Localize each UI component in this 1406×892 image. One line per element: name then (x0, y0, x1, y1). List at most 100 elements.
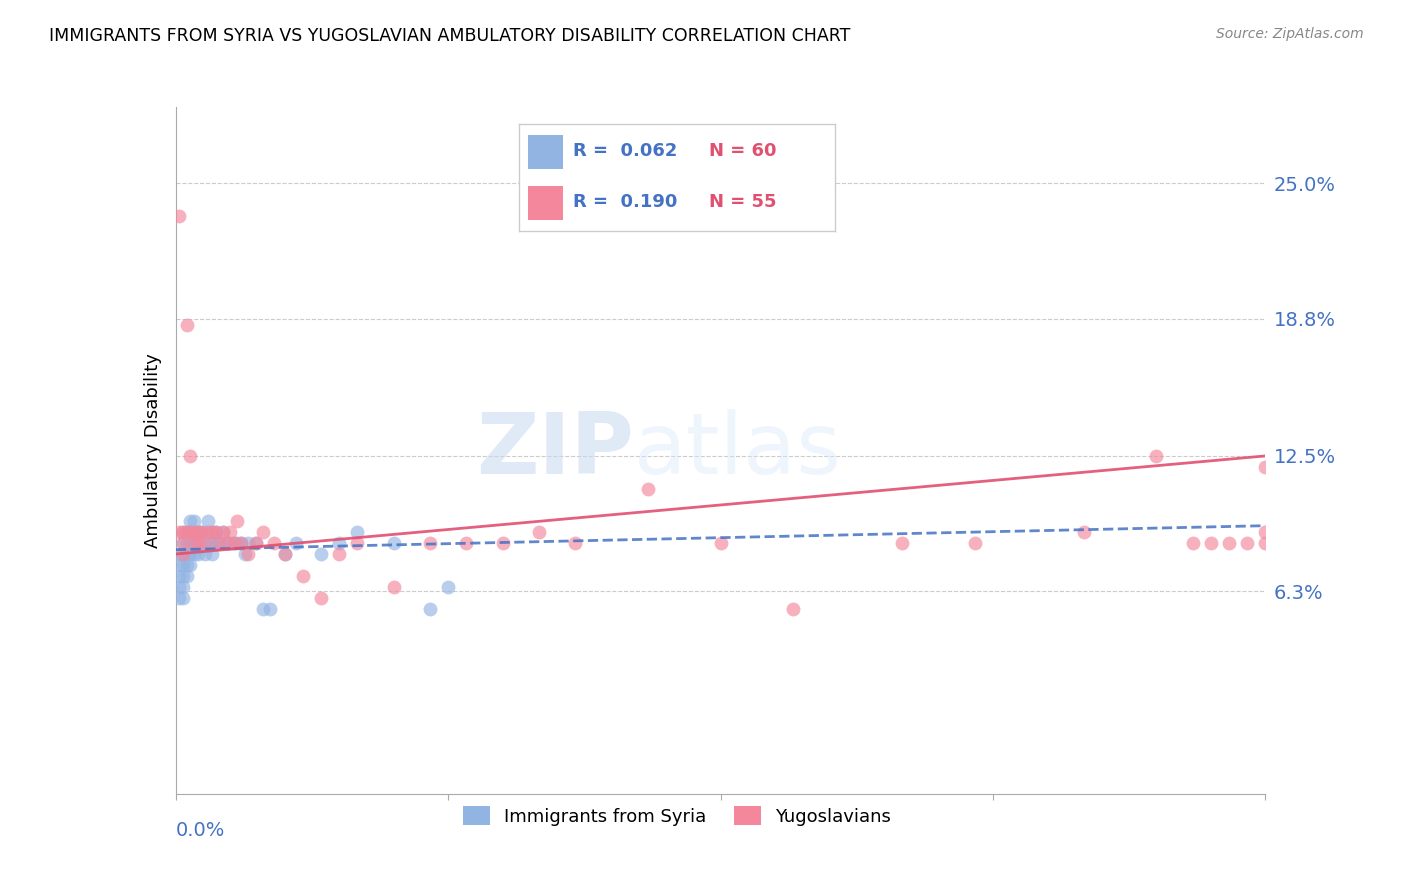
Point (219, 525, 242, 540)
Point (231, 536, 253, 550)
Point (176, 525, 198, 540)
Point (172, 536, 194, 550)
Point (252, 525, 274, 540)
Point (238, 547, 260, 561)
Point (179, 525, 201, 540)
Point (456, 536, 478, 550)
Point (419, 601, 441, 615)
Point (197, 525, 219, 540)
Point (172, 580, 194, 594)
Point (176, 536, 198, 550)
Point (527, 525, 550, 540)
Point (183, 547, 205, 561)
Point (183, 525, 205, 540)
Point (172, 558, 194, 572)
Point (492, 536, 515, 550)
Point (186, 536, 209, 550)
Point (1236, 536, 1258, 550)
Point (204, 536, 226, 550)
Point (309, 591, 332, 605)
Point (183, 514, 205, 528)
Point (226, 514, 249, 528)
Point (190, 536, 212, 550)
Point (259, 601, 281, 615)
Point (238, 536, 260, 550)
Point (346, 525, 368, 540)
Point (252, 601, 274, 615)
Point (169, 569, 191, 583)
Point (419, 536, 441, 550)
Point (201, 525, 224, 540)
Point (212, 525, 235, 540)
Point (1254, 459, 1277, 474)
Point (179, 449, 201, 463)
Point (169, 591, 191, 605)
Point (328, 536, 350, 550)
Point (190, 525, 212, 540)
Point (891, 536, 914, 550)
Point (172, 547, 194, 561)
Point (215, 536, 238, 550)
Point (233, 547, 256, 561)
Point (169, 580, 191, 594)
Point (179, 547, 201, 561)
Point (172, 569, 194, 583)
Point (291, 569, 314, 583)
Point (208, 536, 231, 550)
Point (176, 569, 198, 583)
Point (204, 525, 226, 540)
Point (172, 525, 194, 540)
Point (274, 547, 297, 561)
Legend: Immigrants from Syria, Yugoslavians: Immigrants from Syria, Yugoslavians (456, 799, 898, 833)
Point (169, 525, 191, 540)
Point (194, 536, 217, 550)
Point (197, 514, 219, 528)
Point (201, 547, 224, 561)
Point (176, 547, 198, 561)
Point (1218, 536, 1240, 550)
Point (346, 536, 368, 550)
Point (179, 514, 201, 528)
Point (201, 525, 224, 540)
Point (186, 525, 209, 540)
Point (309, 547, 332, 561)
Point (169, 209, 191, 223)
Point (172, 547, 194, 561)
Point (231, 536, 253, 550)
Point (564, 536, 586, 550)
Point (1199, 536, 1222, 550)
Point (190, 525, 212, 540)
Point (382, 536, 405, 550)
Text: 0.0%: 0.0% (176, 822, 225, 840)
Point (186, 547, 209, 561)
Text: ZIP: ZIP (475, 409, 633, 492)
Point (186, 536, 209, 550)
Point (176, 318, 198, 332)
Point (1073, 525, 1095, 540)
Point (183, 536, 205, 550)
Point (186, 525, 209, 540)
Text: Source: ZipAtlas.com: Source: ZipAtlas.com (1216, 27, 1364, 41)
Point (263, 536, 285, 550)
Point (1181, 536, 1204, 550)
Point (382, 580, 405, 594)
Point (1146, 449, 1168, 463)
Point (219, 536, 242, 550)
Point (179, 536, 201, 550)
Text: IMMIGRANTS FROM SYRIA VS YUGOSLAVIAN AMBULATORY DISABILITY CORRELATION CHART: IMMIGRANTS FROM SYRIA VS YUGOSLAVIAN AMB… (49, 27, 851, 45)
Point (183, 525, 205, 540)
Point (172, 591, 194, 605)
Point (179, 558, 201, 572)
Point (212, 525, 235, 540)
Point (172, 525, 194, 540)
Point (637, 482, 659, 496)
Point (204, 525, 226, 540)
Point (222, 536, 245, 550)
Point (179, 525, 201, 540)
Point (963, 536, 986, 550)
Point (284, 536, 307, 550)
Point (226, 536, 249, 550)
Point (197, 536, 219, 550)
Point (169, 558, 191, 572)
Point (245, 536, 267, 550)
